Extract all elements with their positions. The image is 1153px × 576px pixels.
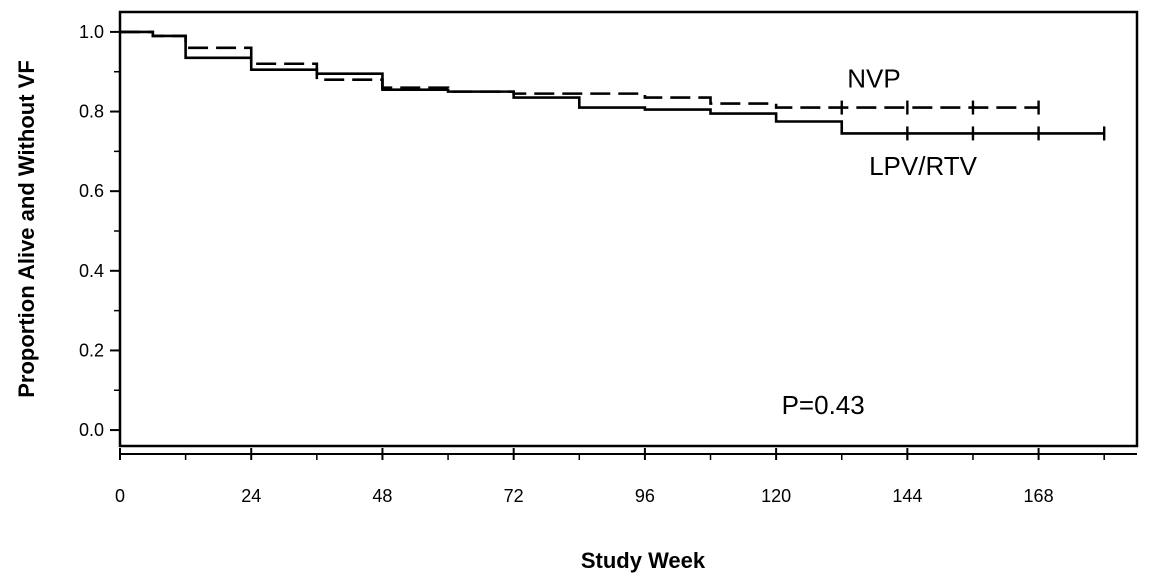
plot-frame [118,10,1139,448]
series-line [120,30,1039,109]
y-axis: 0.0 0.2 0.4 0.6 0.8 1.0 [79,22,120,440]
y-tick-label: 0.6 [79,181,104,201]
chart-annotation: P=0.43 [782,390,865,420]
x-tick-label: 120 [761,486,791,506]
chart-annotation: NVP [847,64,900,94]
y-tick-label: 0.4 [79,261,104,281]
y-axis-title: Proportion Alive and Without VF [14,60,39,398]
x-tick-label: 144 [892,486,922,506]
annotation-layer: NVP LPV/RTV P=0.43 [782,64,978,420]
series-layer [120,30,1106,141]
y-tick-label: 1.0 [79,22,104,42]
y-tick-label: 0.0 [79,420,104,440]
x-axis-title: Study Week [581,548,706,573]
chart-annotation: LPV/RTV [869,151,978,181]
y-tick-label: 0.2 [79,340,104,360]
x-axis: 0 24 48 72 96 120 144 168 [115,448,1137,506]
x-tick-label: 0 [115,486,125,506]
x-tick-label: 96 [635,486,655,506]
y-tick-label: 0.8 [79,102,104,122]
x-tick-label: 168 [1024,486,1054,506]
x-tick-label: 72 [504,486,524,506]
series-line [120,30,1105,135]
x-tick-label: 24 [241,486,261,506]
x-tick-label: 48 [372,486,392,506]
